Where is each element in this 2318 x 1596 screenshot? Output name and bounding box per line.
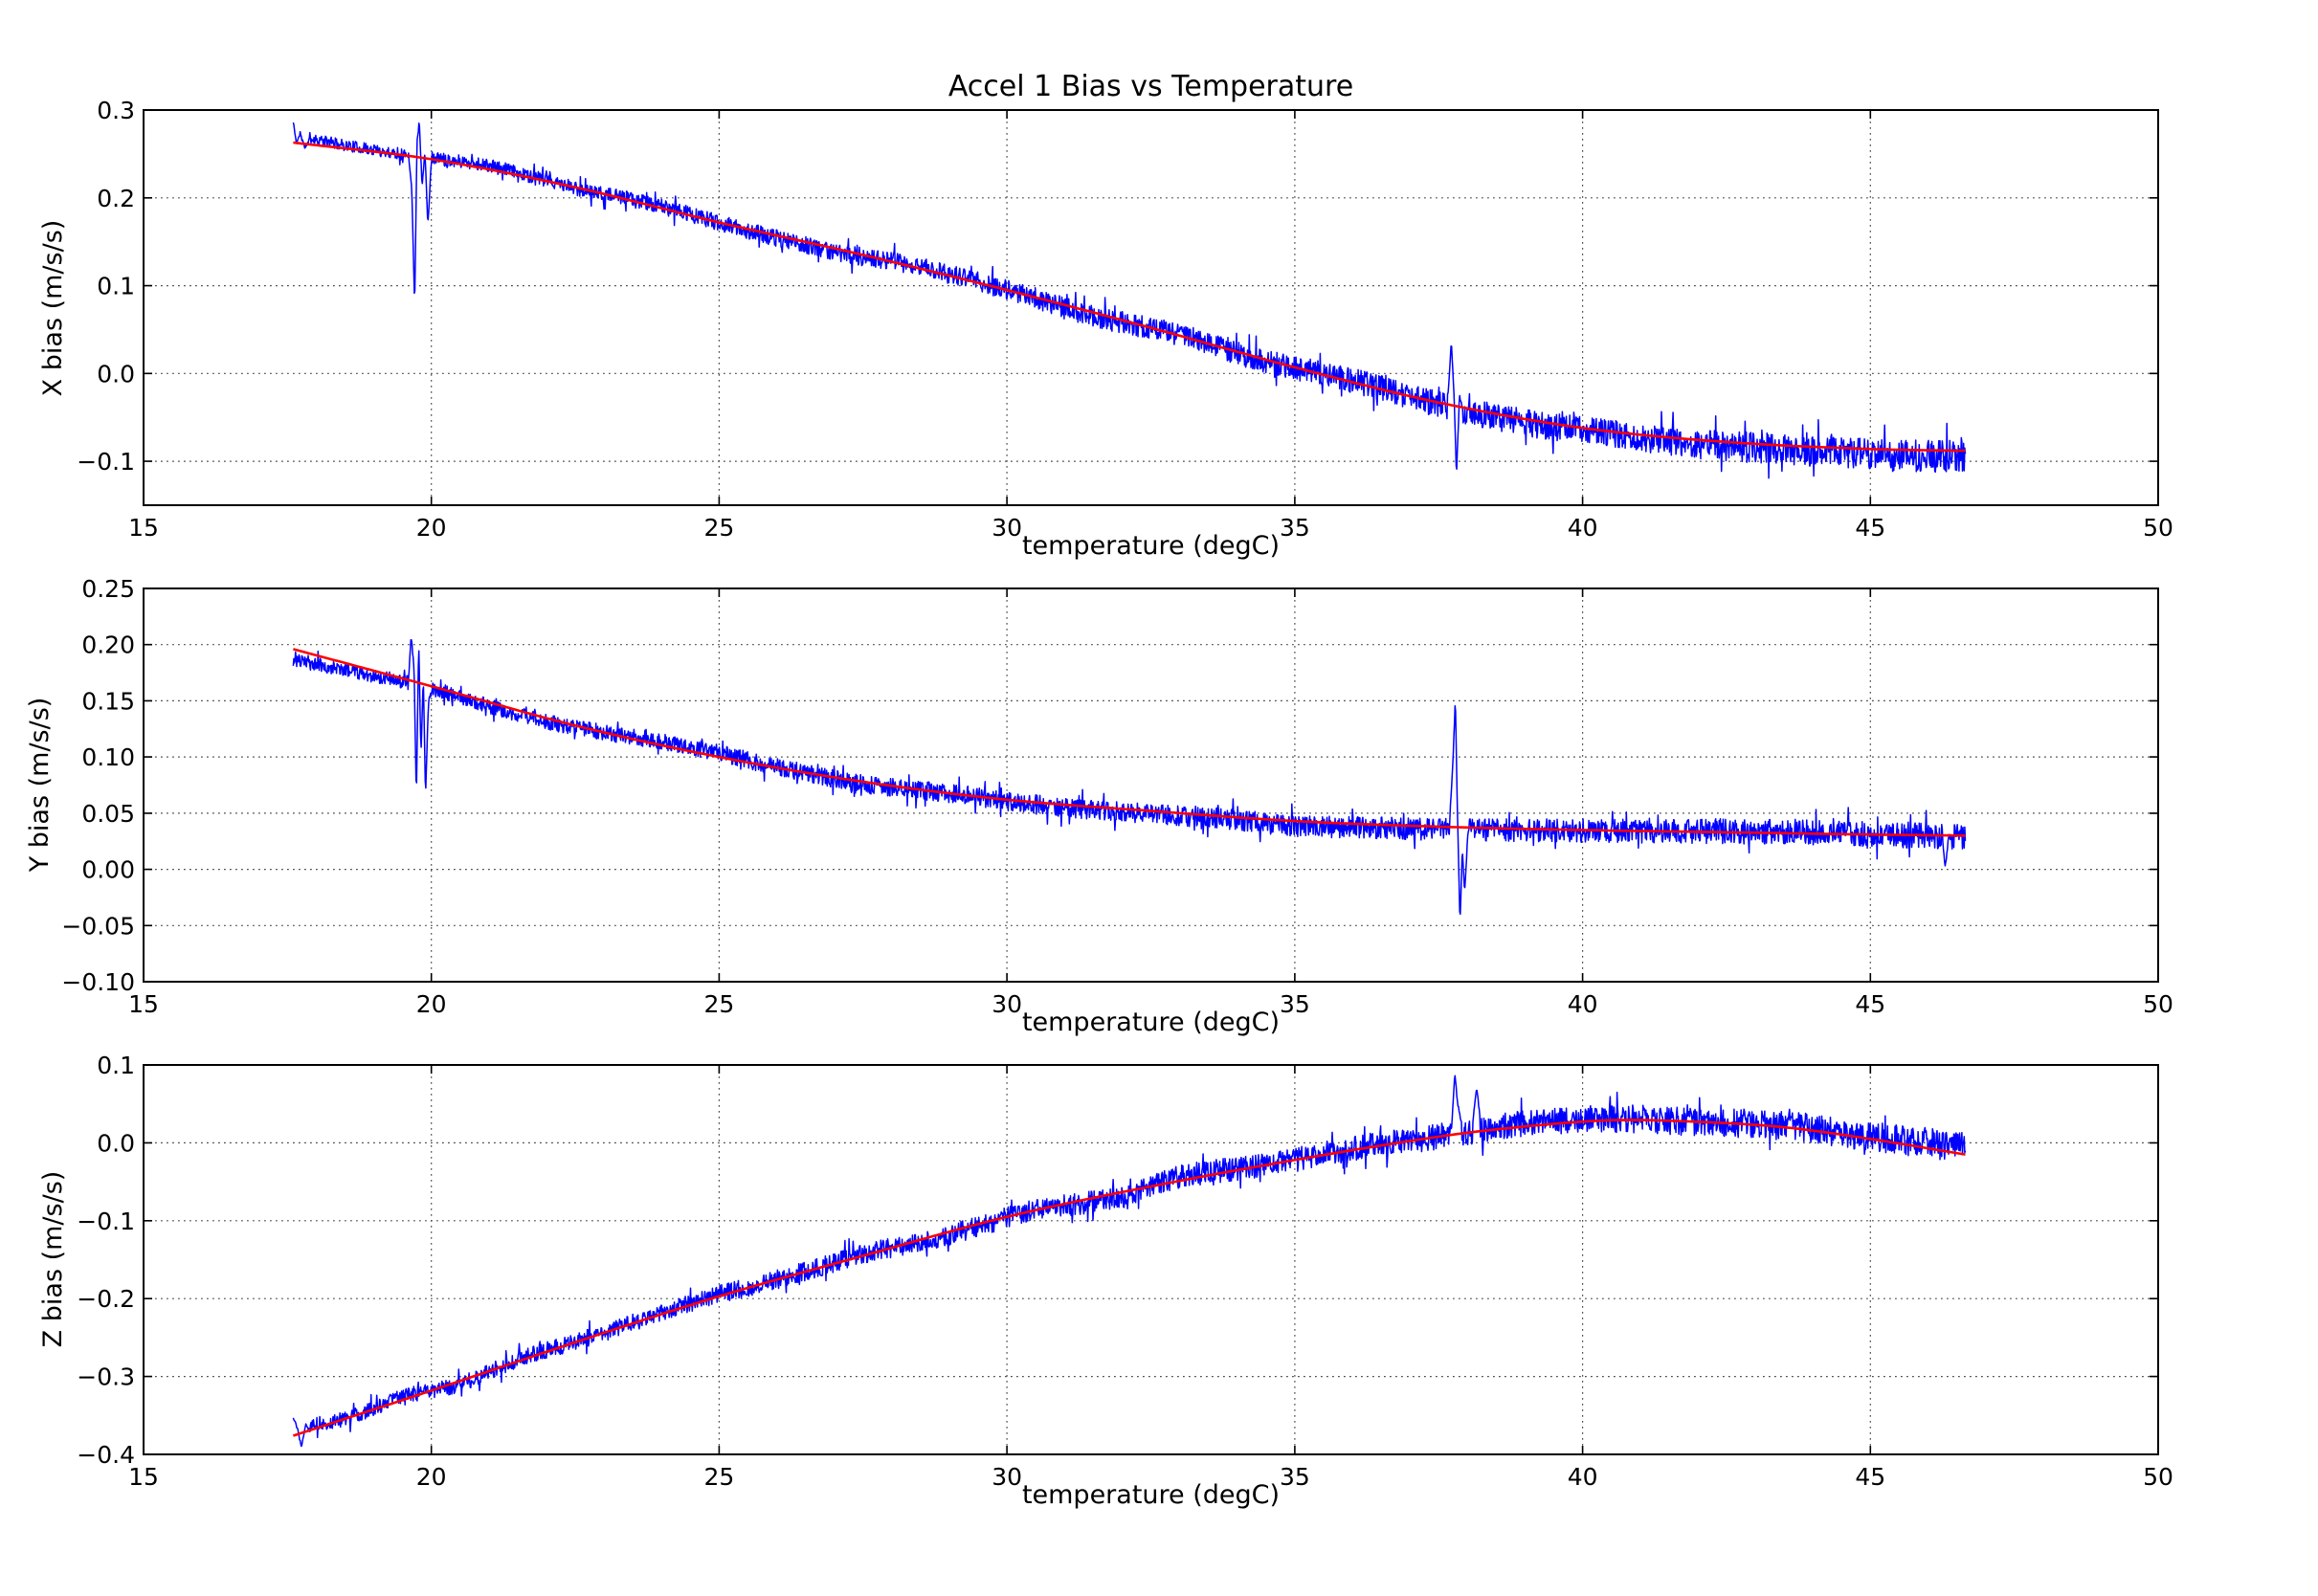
y-tick-label: 0.2 <box>97 185 135 212</box>
x-tick-label: 20 <box>416 514 447 542</box>
y-tick-label: 0.15 <box>81 687 135 715</box>
y-tick-label: 0.0 <box>97 360 135 388</box>
x-tick-label: 50 <box>2143 990 2173 1018</box>
fit-curve <box>293 141 1966 453</box>
x-tick-label: 15 <box>128 1463 159 1491</box>
x-tick-label: 40 <box>1568 1463 1598 1491</box>
grid-lines <box>144 588 2158 982</box>
x-tick-label: 45 <box>1855 514 1885 542</box>
x-axis-label-subplot-3: temperature (degC) <box>1021 1480 1281 1510</box>
x-tick-label: 30 <box>992 1463 1022 1491</box>
y-tick-label: 0.0 <box>97 1129 135 1157</box>
subplot-2: 15 20 25 30 35 40 45 50 0.25 0.20 0.15 0.10 0.05 0.00… <box>61 575 2173 1018</box>
x-tick-label: 35 <box>1280 514 1310 542</box>
y-tick-label: 0.3 <box>97 97 135 124</box>
grid-lines <box>144 110 2158 505</box>
x-tick-label: 30 <box>992 514 1022 542</box>
x-tick-label: 25 <box>703 1463 734 1491</box>
x-tick-label: 15 <box>128 514 159 542</box>
y-tick-label: 0.1 <box>97 273 135 300</box>
axes-frame <box>143 109 2159 506</box>
x-tick-label: 30 <box>992 990 1022 1018</box>
axes-frame <box>143 1064 2159 1455</box>
tick-marks <box>143 587 2159 983</box>
y-tick-label: −0.1 <box>77 1208 135 1235</box>
y-tick-label: 0.20 <box>81 632 135 659</box>
data-trace <box>292 1075 1967 1448</box>
y-tick-label: 0.05 <box>81 800 135 828</box>
y-tick-label: −0.4 <box>77 1441 135 1469</box>
x-tick-label: 25 <box>703 514 734 542</box>
x-tick-label: 50 <box>2143 514 2173 542</box>
y-tick-label: −0.3 <box>77 1363 135 1391</box>
tick-marks <box>143 1064 2159 1455</box>
axes-frame <box>143 587 2159 983</box>
chart-title: Accel 1 Bias vs Temperature <box>947 70 1354 103</box>
x-tick-label: 35 <box>1280 990 1310 1018</box>
data-trace <box>292 122 1967 479</box>
x-tick-label: 25 <box>703 990 734 1018</box>
fit-curve <box>293 648 1966 837</box>
data-trace <box>292 638 1967 916</box>
y-tick-label: −0.2 <box>77 1285 135 1313</box>
x-tick-label: 45 <box>1855 990 1885 1018</box>
fit-curve <box>292 1119 1966 1437</box>
y-tick-label: 0.00 <box>81 856 135 884</box>
x-tick-label: 50 <box>2143 1463 2173 1491</box>
x-tick-label: 35 <box>1280 1463 1310 1491</box>
y-tick-label: −0.10 <box>61 968 135 996</box>
x-tick-label: 20 <box>416 990 447 1018</box>
y-tick-label: 0.1 <box>97 1052 135 1079</box>
x-tick-label: 40 <box>1568 990 1598 1018</box>
grid-lines <box>144 1065 2158 1454</box>
x-axis-label-subplot-2: temperature (degC) <box>1021 1008 1281 1037</box>
x-tick-label: 20 <box>416 1463 447 1491</box>
x-tick-label: 45 <box>1855 1463 1885 1491</box>
y-tick-label: 0.10 <box>81 743 135 771</box>
x-tick-label: 15 <box>128 990 159 1018</box>
subplot-3: 15 20 25 30 35 40 45 50 0.1 0.0 −0.1 −0.2 −0.3 −0.4 <box>77 1052 2173 1491</box>
subplot-1: 15 20 25 30 35 40 45 50 0.3 0.2 0.1 0.0 −0.1 <box>77 97 2173 542</box>
y-tick-label: −0.1 <box>77 448 135 476</box>
tick-marks <box>143 109 2159 505</box>
x-axis-label-subplot-1: temperature (degC) <box>1021 531 1281 561</box>
y-tick-label: 0.25 <box>81 575 135 603</box>
x-tick-label: 40 <box>1568 514 1598 542</box>
y-tick-label: −0.05 <box>61 912 135 940</box>
